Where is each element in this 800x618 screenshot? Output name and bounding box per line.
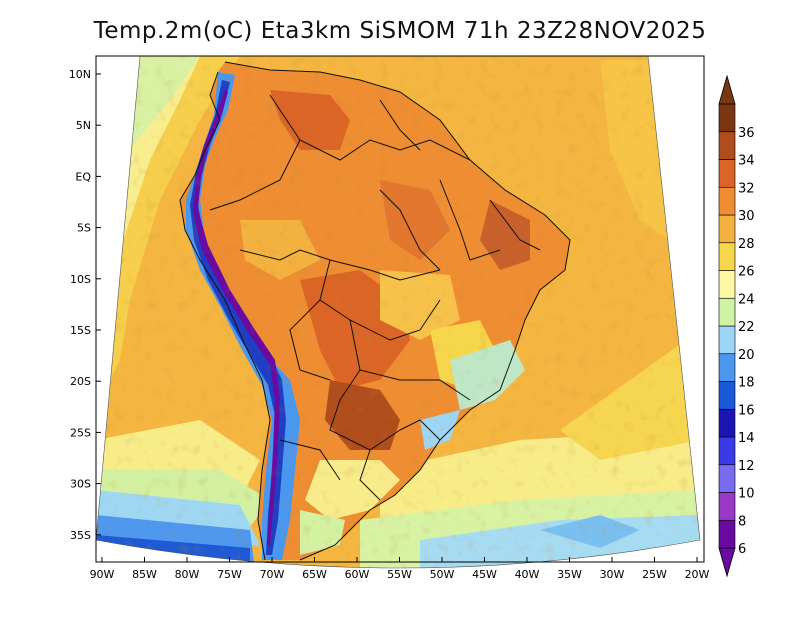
colorbar: 6 8 10 12 14 16 18 20 22 24 26 28 30 32 34 36 <box>718 74 755 578</box>
colorbar-segment <box>718 353 736 382</box>
lat-tick-label: EQ <box>75 170 91 183</box>
lon-tick-label: 30W <box>600 568 625 581</box>
colorbar-segment <box>718 242 736 271</box>
lon-tick-label: 60W <box>345 568 370 581</box>
colorbar-segment <box>718 436 736 466</box>
colorbar-label: 10 <box>738 487 755 502</box>
temperature-field <box>96 56 700 568</box>
colorbar-label: 34 <box>738 154 755 169</box>
colorbar-label: 20 <box>738 348 755 363</box>
colorbar-segment <box>718 159 736 188</box>
country-borders <box>179 61 571 561</box>
colorbar-label: 22 <box>738 320 755 335</box>
colorbar-label: 26 <box>738 265 755 280</box>
colorbar-label: 12 <box>738 459 755 474</box>
lon-tick-label: 20W <box>685 568 710 581</box>
colorbar-label: 30 <box>738 209 755 224</box>
lon-tick-label: 45W <box>472 568 497 581</box>
colorbar-segment <box>718 464 736 493</box>
colorbar-label: 6 <box>738 542 746 557</box>
lon-tick-label: 75W <box>217 568 242 581</box>
lon-tick-label: 25W <box>642 568 667 581</box>
lon-tick-label: 80W <box>175 568 200 581</box>
colorbar-max-arrow <box>718 74 736 105</box>
lon-tick-label: 50W <box>430 568 455 581</box>
colorbar-segment <box>718 325 736 355</box>
colorbar-label: 32 <box>738 181 755 196</box>
lon-tick-label: 65W <box>302 568 327 581</box>
colorbar-segment <box>718 519 736 549</box>
colorbar-segment <box>718 103 736 133</box>
lon-tick-label: 55W <box>387 568 412 581</box>
latitude-axis: 10N 5N EQ 5S 10S 15S 20S 25S 30S 35S <box>69 68 101 542</box>
colorbar-label: 28 <box>738 237 755 252</box>
lat-tick-label: 5N <box>76 119 91 132</box>
domain-outline <box>95 55 701 569</box>
colorbar-label: 8 <box>738 514 746 529</box>
colorbar-segment <box>718 408 736 438</box>
colorbar-label: 18 <box>738 376 755 391</box>
lon-tick-label: 70W <box>260 568 285 581</box>
lat-tick-label: 20S <box>70 375 91 388</box>
lon-tick-label: 85W <box>132 568 157 581</box>
lat-tick-label: 25S <box>70 426 91 439</box>
colorbar-label: 36 <box>738 126 755 141</box>
colorbar-segment <box>718 381 736 410</box>
lon-tick-label: 40W <box>515 568 540 581</box>
lat-tick-label: 35S <box>70 529 91 542</box>
colorbar-label: 16 <box>738 403 755 418</box>
colorbar-segment <box>718 492 736 521</box>
lat-tick-label: 30S <box>70 478 91 491</box>
colorbar-label: 24 <box>738 292 755 307</box>
lat-tick-label: 15S <box>70 324 91 337</box>
colorbar-segment <box>718 186 736 216</box>
colorbar-segment <box>718 270 736 299</box>
lon-tick-label: 90W <box>90 568 115 581</box>
colorbar-label: 14 <box>738 431 755 446</box>
colorbar-segment <box>718 131 736 160</box>
longitude-axis: 90W 85W 80W 75W 70W 65W 60W 55W 50W 45W 40W 35W 30W 2… <box>90 557 710 581</box>
colorbar-segment <box>718 214 736 244</box>
lat-tick-label: 5S <box>77 222 91 235</box>
lat-tick-label: 10S <box>70 273 91 286</box>
colorbar-min-arrow <box>718 547 736 578</box>
map-title: Temp.2m(oC) Eta3km SiSMOM 71h 23Z28NOV20… <box>93 18 707 44</box>
lat-tick-label: 10N <box>69 68 91 81</box>
colorbar-segment <box>718 297 736 327</box>
lon-tick-label: 35W <box>557 568 582 581</box>
